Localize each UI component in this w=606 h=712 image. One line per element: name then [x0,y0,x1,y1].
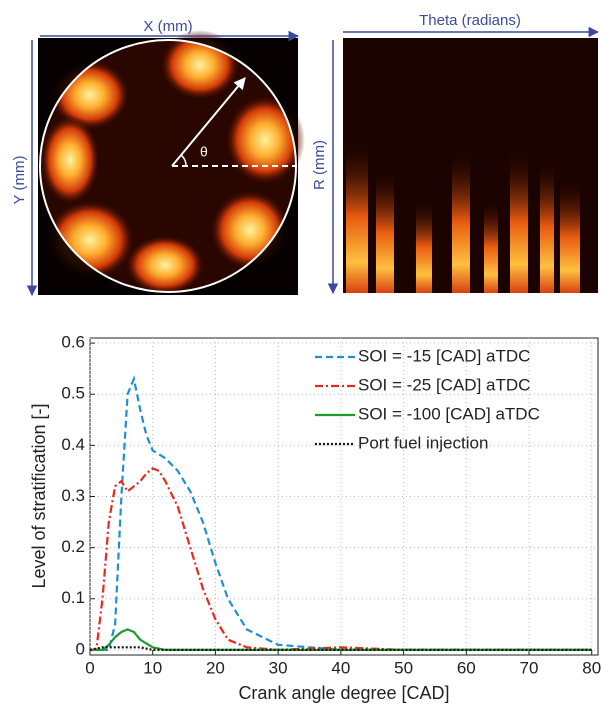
legend-label: SOI = -100 [CAD] aTDC [358,404,540,423]
x-tick-label: 50 [394,658,413,677]
y-image-label: Y (mm) [11,156,28,205]
theta-label: θ [200,144,208,160]
polar-image [343,38,598,293]
y-tick-label: 0 [76,639,85,658]
series-line [90,467,592,652]
x-tick-label: 40 [331,658,350,677]
series-line [90,375,592,651]
x-tick-label: 0 [85,658,94,677]
x-axis-label: Crank angle degree [CAD] [238,683,449,703]
x-image-label: X (mm) [143,18,192,35]
x-tick-label: 30 [269,658,288,677]
legend-label: Port fuel injection [358,433,488,452]
y-tick-label: 0.6 [61,333,85,352]
legend-label: SOI = -15 [CAD] aTDC [358,346,530,365]
x-tick-label: 10 [143,658,162,677]
series-line [89,646,592,651]
x-tick-label: 80 [582,658,601,677]
y-tick-label: 0.2 [61,537,85,556]
cartesian-image: θ [38,30,305,295]
y-tick-label: 0.3 [61,486,85,505]
legend-label: SOI = -25 [CAD] aTDC [358,375,530,394]
y-tick-label: 0.1 [61,588,85,607]
y-tick-label: 0.5 [61,384,85,403]
r-image-label: R (mm) [311,140,328,190]
y-axis-label: Level of stratification [-] [29,403,49,588]
x-tick-label: 70 [520,658,539,677]
x-tick-label: 60 [457,658,476,677]
y-tick-label: 0.4 [61,435,85,454]
theta-image-label: Theta (radians) [419,12,521,29]
x-tick-label: 20 [206,658,225,677]
